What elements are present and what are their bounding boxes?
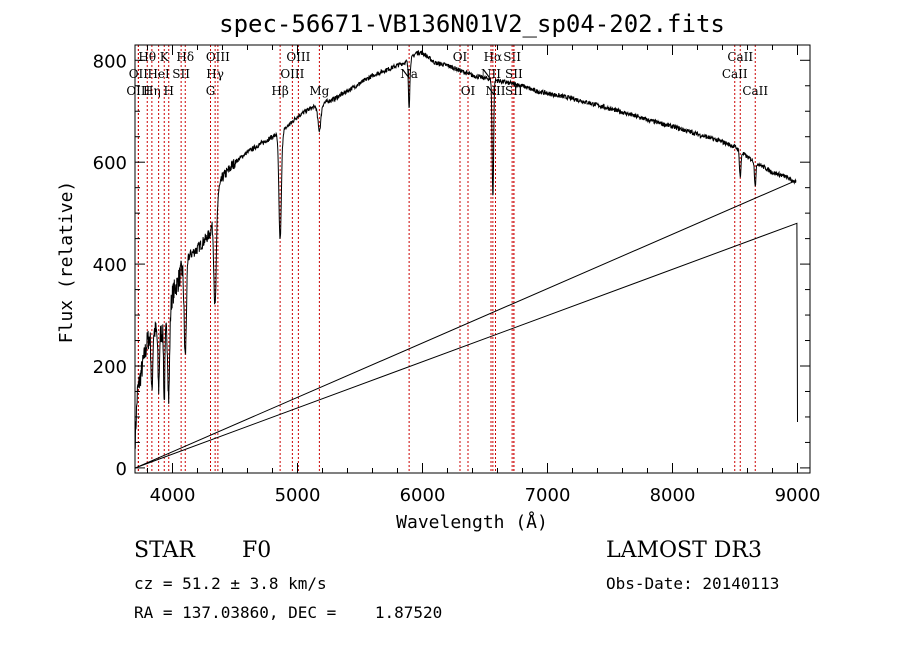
line-marker-label-10: Hγ <box>206 67 224 81</box>
y-tick-label: 600 <box>93 153 127 174</box>
spectrum-line <box>134 50 798 469</box>
x-tick-label: 4000 <box>150 485 196 506</box>
line-marker-label-6: H <box>164 84 174 98</box>
x-tick-label: 9000 <box>775 485 821 506</box>
chart-title: spec-56671-VB136N01V2_sp04-202.fits <box>219 10 725 38</box>
plot-frame <box>134 44 811 474</box>
line-marker-label-19: Hα <box>484 50 503 64</box>
x-tick-label: 8000 <box>650 485 696 506</box>
x-tick-label: 6000 <box>400 485 446 506</box>
line-marker-label-26: CaII <box>722 67 748 81</box>
line-marker-label-18: OI <box>461 84 476 98</box>
line-marker-label-13: OIII <box>286 50 310 64</box>
x-axis-label: Wavelength (Å) <box>396 511 548 533</box>
line-marker-label-0: Hθ <box>138 50 156 64</box>
x-tick-label: 5000 <box>275 485 321 506</box>
line-marker-label-7: Hδ <box>176 50 194 64</box>
line-marker-label-21: NII <box>486 84 506 98</box>
survey-name: LAMOST DR3 <box>606 538 762 563</box>
redshift-text: cz = 51.2 ± 3.8 km/s <box>134 574 327 593</box>
line-marker-label-4: K <box>160 50 170 64</box>
y-tick-label: 0 <box>116 459 127 480</box>
line-marker-label-16: Na <box>400 67 418 81</box>
line-marker-label-9: OIII <box>206 50 230 64</box>
coordinates: RA = 137.03860, DEC = 1.87520 <box>134 603 443 622</box>
line-marker-label-3: Hη <box>143 84 161 98</box>
line-marker-label-2: OIII <box>126 84 150 98</box>
line-marker-label-12: Hβ <box>271 84 288 98</box>
x-tick-label: 7000 <box>525 485 571 506</box>
x-axis: 4000 5000 6000 7000 8000 9000 <box>147 45 821 506</box>
object-class: STAR <box>134 538 195 563</box>
line-marker-label-11: G <box>206 84 216 98</box>
spectrum-chart: spec-56671-VB136N01V2_sp04-202.fits Hθ OI… <box>56 10 821 533</box>
line-marker-label-22: SII <box>503 50 521 64</box>
line-marker-label-8: SII <box>172 67 190 81</box>
spectrum-series <box>134 50 798 469</box>
obs-date: Obs-Date: 20140113 <box>606 574 780 593</box>
y-axis-label: Flux (relative) <box>56 181 77 344</box>
y-tick-label: 200 <box>93 357 127 378</box>
y-axis: 0 200 400 600 800 <box>93 51 810 480</box>
line-marker-label-24: SII <box>505 84 523 98</box>
line-marker-label-14: OIII <box>280 67 304 81</box>
line-marker-label-15: Mg <box>309 84 329 98</box>
object-subclass: F0 <box>242 538 272 563</box>
y-tick-label: 800 <box>93 51 127 72</box>
line-marker-label-25: CaII <box>727 50 753 64</box>
y-tick-label: 400 <box>93 255 127 276</box>
line-marker-label-5: HeI <box>147 67 170 81</box>
line-marker-label-17: OI <box>453 50 468 64</box>
line-marker-label-27: CaII <box>742 84 768 98</box>
